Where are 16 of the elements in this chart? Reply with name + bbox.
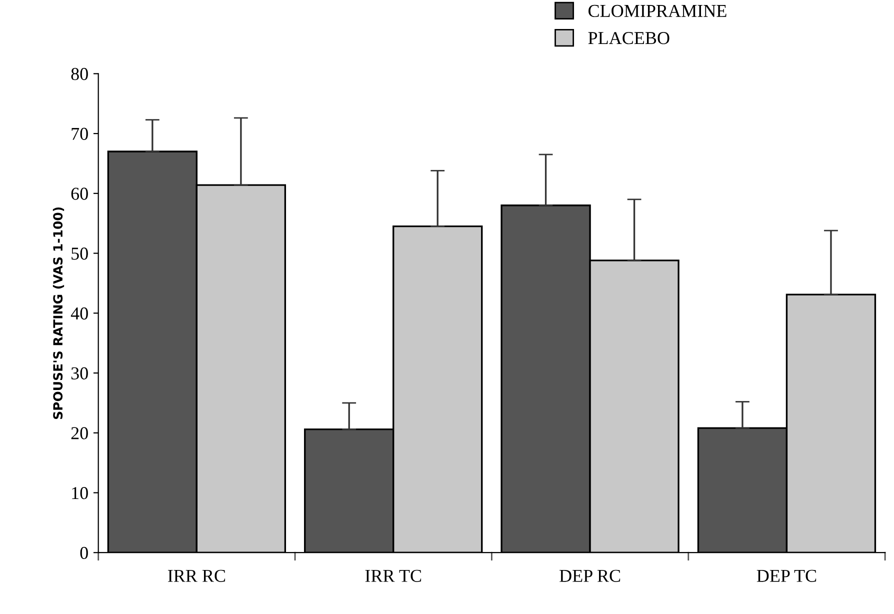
- y-tick-label: 60: [71, 188, 88, 200]
- x-tick-label: DEP RC: [560, 570, 620, 582]
- legend-label: CLOMIPRAMINE: [588, 4, 726, 18]
- y-tick-label: 70: [72, 128, 88, 140]
- x-tick-label: DEP TC: [756, 570, 816, 582]
- y-tick-label: 40: [70, 307, 88, 320]
- legend-label: PLACEBO: [588, 32, 670, 44]
- x-tick-label: IRR RC: [168, 570, 226, 582]
- y-tick-label: 50: [72, 248, 88, 260]
- x-tick-label: IRR TC: [365, 570, 422, 582]
- y-tick-label: 30: [71, 367, 88, 380]
- y-axis-title: SPOUSE'S RATING (VAS 1-100): [52, 207, 64, 419]
- y-tick-label: 80: [71, 68, 88, 80]
- y-tick-label: 0: [80, 546, 88, 560]
- y-tick-label: 20: [71, 427, 88, 440]
- y-tick-label: 10: [72, 486, 88, 500]
